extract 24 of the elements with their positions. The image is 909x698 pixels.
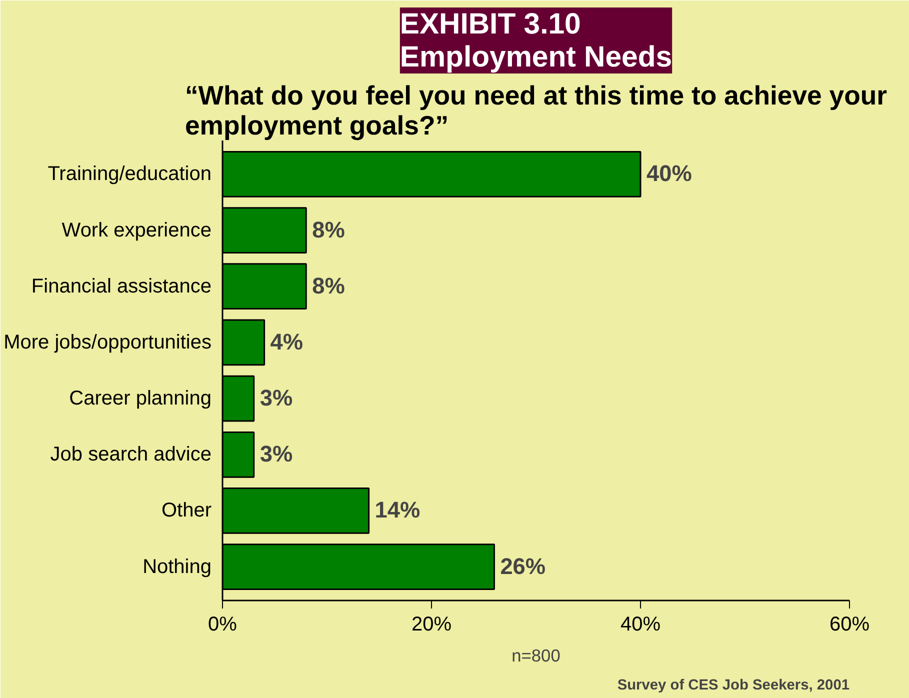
x-tick-label: 40% [620, 614, 661, 636]
data-label: 3% [260, 384, 293, 411]
y-tick-label: Other [161, 500, 212, 522]
text: Survey of CES Job Seekers, 2001 [617, 678, 850, 694]
data-label: 8% [312, 272, 345, 298]
data-label: 3% [260, 440, 293, 467]
data-label: 26% [500, 552, 546, 579]
data-label: 14% [374, 496, 420, 523]
y-tick-label: Work experience [62, 219, 212, 242]
data-label: 8% [312, 216, 345, 242]
x-tick-label: 20% [411, 614, 452, 636]
y-tick-label: Financial assistance [31, 275, 212, 298]
y-tick-label: More jobs/opportunities [4, 331, 212, 354]
chart-title: EXHIBIT 3.10 Employment Needs [400, 8, 672, 74]
y-tick-label: Nothing [142, 556, 212, 578]
data-label: 4% [270, 328, 304, 354]
chart-subtitle: “What do you feel you need at this time to achieve your employment goals?” [184, 80, 888, 140]
y-tick-label: Training/education [48, 163, 212, 186]
y-tick-label: Job search advice [50, 444, 212, 466]
text: n=800 [512, 646, 560, 666]
x-tick-label: 60% [829, 614, 870, 636]
y-tick-label: Career planning [69, 388, 212, 410]
x-tick-label: 0% [208, 614, 238, 636]
data-label: 40% [646, 160, 692, 186]
